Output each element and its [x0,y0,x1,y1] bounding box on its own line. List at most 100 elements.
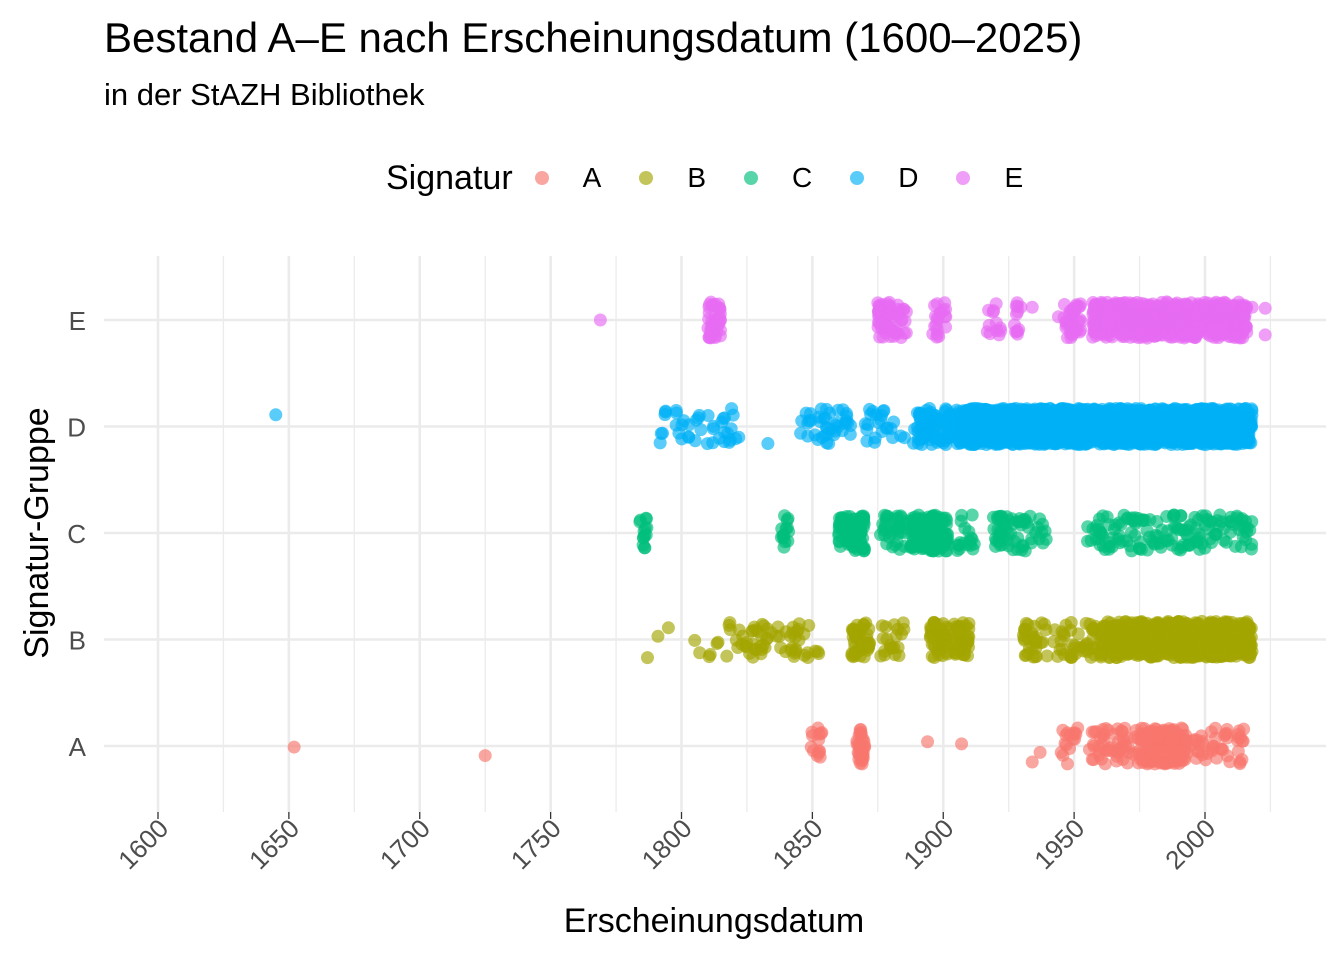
data-point [701,409,715,423]
data-point [1076,437,1090,451]
data-point [1033,745,1047,759]
data-point [716,412,730,426]
data-point [1044,407,1058,421]
series-a [287,721,1251,771]
data-point [638,541,652,555]
data-point [1120,534,1134,548]
data-point [876,330,890,344]
legend-key-b [639,171,654,185]
data-point [1090,519,1104,533]
data-points [269,295,1272,771]
data-point [776,529,790,543]
data-point [1240,521,1254,535]
data-point [1102,542,1116,556]
data-point [1107,626,1121,640]
data-point [732,623,746,637]
data-point [658,405,672,419]
data-point [669,418,683,432]
data-point [1080,423,1094,437]
data-point [478,749,492,763]
data-point [1223,755,1237,769]
data-point [1085,404,1099,418]
data-point [712,431,726,445]
data-point [981,432,995,446]
data-point [1102,743,1116,757]
data-point [819,402,833,416]
data-point [845,535,859,549]
data-point [993,530,1007,544]
legend-key-c [744,171,759,185]
data-point [882,299,896,313]
data-point [897,326,911,340]
data-point [977,407,991,421]
data-point [1094,752,1108,766]
data-point [1238,620,1252,634]
data-point [1162,330,1176,344]
data-point [1175,721,1189,735]
data-point [1234,540,1248,554]
data-point [1060,757,1074,771]
data-point [967,537,981,551]
chart-subtitle: in der StAZH Bibliothek [104,77,425,112]
data-point [1097,619,1111,633]
data-point [1021,520,1035,534]
data-point [1110,754,1124,768]
data-point [960,427,974,441]
data-point [1143,418,1157,432]
data-point [702,650,716,664]
data-point [1018,633,1032,647]
data-point [1112,734,1126,748]
data-point [1038,524,1052,538]
data-point [992,404,1006,418]
data-point [929,430,943,444]
data-point [1104,636,1118,650]
data-point [912,512,926,526]
data-point [269,408,283,422]
data-point [954,636,968,650]
data-point [1162,646,1176,660]
data-point [1023,509,1037,523]
data-point [1142,641,1156,655]
series-b [640,614,1259,665]
data-point [1147,536,1161,550]
data-point [1107,522,1121,536]
data-point [857,617,871,631]
data-point [1239,432,1253,446]
data-point [639,528,653,542]
data-point [1200,432,1214,446]
data-point [877,523,891,537]
legend-title: Signatur [386,158,513,197]
legend-item-c: C [744,162,812,194]
data-point [849,515,863,529]
data-point [811,433,825,447]
legend-key-d [850,171,865,185]
data-point [1117,508,1131,522]
data-point [707,419,721,433]
data-point [804,414,818,428]
legend: Signatur A B C D E [386,158,1061,198]
data-point [1244,542,1258,556]
legend-label-d: D [898,162,919,193]
data-point [1146,724,1160,738]
data-point [1066,302,1080,316]
data-point [921,735,935,749]
legend-item-d: D [850,162,918,194]
data-point [714,313,728,327]
data-point [722,618,736,632]
legend-key-e [956,171,971,185]
data-point [688,633,702,647]
data-point [854,525,868,539]
data-point [925,530,939,544]
data-point [802,619,816,633]
data-point [1136,752,1150,766]
data-point [1134,437,1148,451]
data-point [794,426,808,440]
data-point [1169,619,1183,633]
data-point [1025,755,1039,769]
data-point [720,649,734,663]
data-point [1161,524,1175,538]
data-point [1161,412,1175,426]
data-point [884,422,898,436]
data-point [1140,406,1154,420]
data-point [1066,638,1080,652]
